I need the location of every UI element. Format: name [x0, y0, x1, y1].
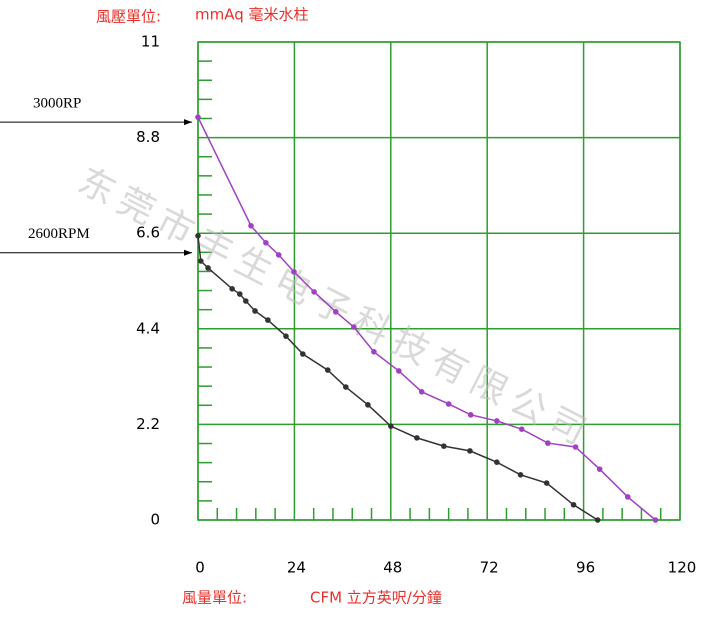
x-tick-label: 120 — [668, 559, 697, 577]
arrow-head — [184, 249, 192, 256]
data-point — [311, 289, 317, 295]
x-tick-label: 96 — [576, 559, 595, 577]
y-tick-label: 8.8 — [136, 128, 160, 146]
x-axis-label: 風量單位: — [182, 589, 247, 607]
data-point — [652, 517, 659, 523]
series-label: 3000RP — [33, 96, 81, 112]
data-point — [494, 459, 500, 466]
data-point — [283, 333, 289, 339]
data-point — [543, 480, 550, 486]
x-tick-label: 24 — [287, 559, 306, 577]
y-tick-label: 4.4 — [136, 319, 160, 337]
data-point — [441, 443, 447, 449]
data-point — [195, 233, 201, 239]
data-point — [229, 286, 235, 292]
data-point — [624, 494, 631, 500]
series-label: 2600RPM — [28, 226, 90, 242]
data-point — [242, 298, 249, 304]
data-point — [195, 114, 201, 120]
data-point — [263, 239, 269, 246]
data-point — [396, 368, 402, 374]
y-axis-label: 風壓單位: — [96, 8, 161, 26]
y-tick-label: 11 — [141, 33, 160, 51]
data-point — [236, 291, 243, 297]
x-tick-label: 48 — [383, 559, 402, 577]
data-point — [365, 402, 371, 408]
data-point — [351, 324, 357, 330]
data-point — [300, 351, 306, 357]
y-tick-label: 6.6 — [136, 224, 160, 242]
data-point — [570, 501, 577, 508]
data-point — [414, 435, 420, 441]
y-axis-unit: mmAq 毫米水柱 — [195, 6, 309, 24]
y-tick-label: 0 — [150, 511, 160, 529]
data-point — [545, 440, 551, 446]
data-point — [596, 466, 603, 472]
y-tick-label: 2.2 — [136, 415, 160, 433]
data-point — [198, 258, 204, 264]
series-line — [197, 235, 599, 521]
data-point — [343, 384, 349, 390]
data-point — [572, 444, 579, 450]
series-line — [197, 116, 656, 521]
arrow-head — [184, 119, 192, 126]
x-tick-label: 72 — [480, 559, 499, 577]
data-point — [205, 265, 211, 271]
data-point — [388, 423, 394, 429]
x-tick-label: 0 — [195, 559, 205, 577]
x-axis-unit: CFM 立方英呎/分鐘 — [310, 589, 442, 607]
data-point — [291, 269, 297, 275]
data-point — [252, 308, 258, 314]
data-point — [518, 426, 525, 432]
data-point — [248, 223, 254, 229]
data-point — [517, 472, 524, 478]
watermark: 东莞市丰生电子科技有限公司 — [71, 160, 599, 456]
data-point — [494, 418, 500, 424]
data-point — [332, 309, 339, 315]
data-point — [467, 412, 474, 418]
data-point — [371, 349, 377, 355]
data-point — [324, 367, 331, 373]
data-point — [445, 401, 452, 407]
data-point — [418, 389, 425, 395]
data-point — [275, 252, 282, 258]
data-point — [594, 517, 601, 523]
data-point — [265, 317, 271, 323]
data-point — [467, 448, 473, 454]
